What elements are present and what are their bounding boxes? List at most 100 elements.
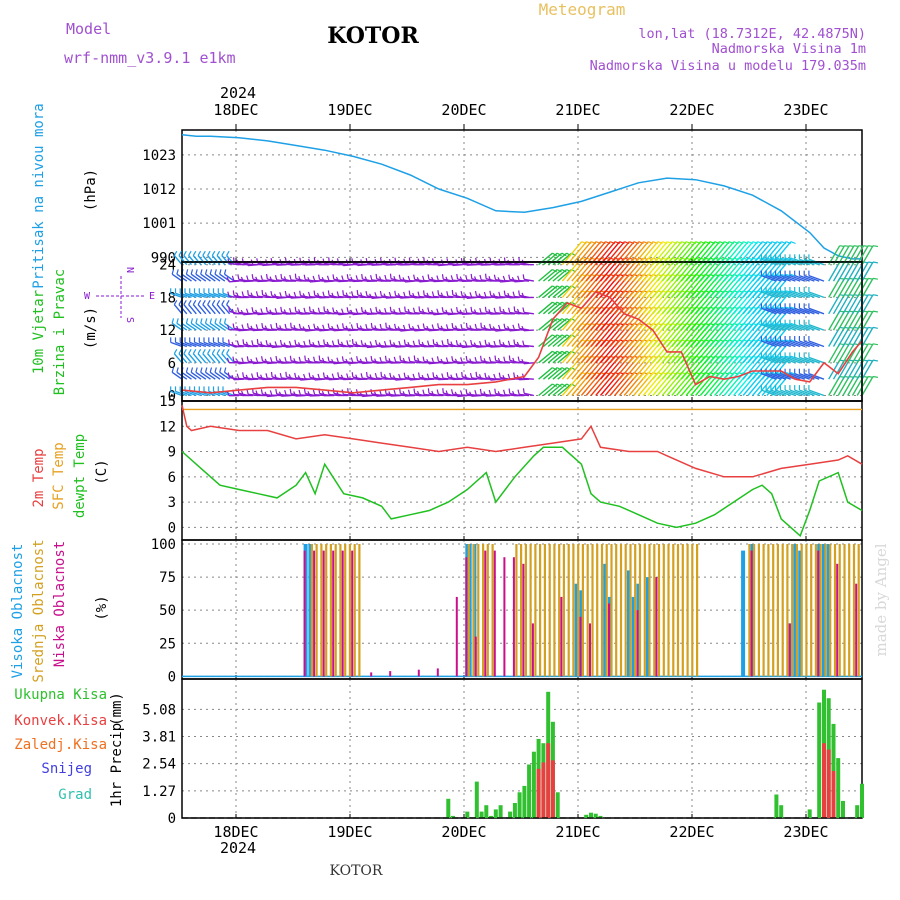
wind-barb-flag [289,388,292,394]
wind-barb-flag [279,372,282,379]
cloud-bar [798,550,803,677]
y-tick-label: 0 [168,389,176,405]
wind-barb [837,327,850,347]
wind-barb [438,279,449,282]
bottom-day-label: 19DEC [327,823,372,841]
wind-barb-flag [312,389,316,395]
wind-barb-flag [273,293,278,299]
wind-barb-flag [499,306,501,312]
wind-barb [847,376,860,396]
cloud-bar [389,671,392,677]
precip-bar [489,815,494,818]
wind-barb [214,371,226,380]
panel-precip: 0 1.27 2.54 3.81 5.08 [142,678,863,827]
wind-barb [547,350,563,364]
wind-barb [243,295,254,299]
wind-barb-flag [407,275,411,281]
wind-barb [481,345,492,348]
wind-barb-flag [195,367,198,373]
wind-barb [847,327,860,347]
wind-barb-flag [365,290,368,297]
wind-barb-flag [561,268,567,273]
wind-barb [642,241,664,266]
top-day-label: 20DEC [441,101,486,119]
bottom-day-label: 22DEC [669,823,714,841]
cloud-bar [857,544,860,677]
wind-barb-flag [255,291,259,297]
wind-barb-flag [413,388,416,394]
wind-barb [209,273,221,282]
wind-barb-flag [451,356,454,362]
wind-barb-flag [385,322,387,328]
wind-barb-flag [872,343,879,346]
wind-barb [837,343,850,364]
wind-barb-flag [497,277,501,283]
wind-barb-flag [511,276,515,283]
wind-barb-flag [473,309,477,315]
wind-barb-flag [260,308,263,314]
wind-barb [481,279,492,282]
wind-barb [557,350,572,364]
compass-east: E [149,291,155,302]
wind-barb-flag [465,275,468,281]
wind-barb-flag [436,389,439,395]
wind-barb-flag [200,269,203,275]
wind-barb [837,359,850,380]
wind-barb-flag [459,276,463,282]
wind-barb [614,241,635,266]
wind-barb-flag [232,323,235,329]
wind-barb-flag [474,356,477,363]
wind-barb-flag [178,349,183,354]
wind-barb-flag [460,324,463,330]
wind-barb-flag [456,273,459,280]
wind-barb [319,278,330,282]
wind-barb-flag [483,391,487,397]
wind-barb [190,322,202,331]
wind-barb [500,263,511,266]
wind-barb-flag [450,341,454,347]
precip-bar [598,815,603,818]
wind-barb-flag [223,367,227,373]
wind-barb [183,353,193,364]
wind-barb [238,311,249,315]
wind-barb [252,344,263,348]
wind-barb-flag [493,274,497,280]
wind-barb [314,394,325,397]
wind-barb [780,340,796,348]
wind-barb-flag [246,389,249,395]
wind-barb [170,292,183,299]
wind-barb [171,371,183,380]
wind-barb [366,328,378,331]
wind-barb [175,390,188,397]
wind-barb-flag [436,308,439,314]
wind-barb [262,393,273,397]
wind-barb [842,359,855,380]
wind-barb [209,371,221,380]
wind-barb-flag [469,391,473,397]
wind-barb-flag [298,389,301,396]
pressure-unit-label: (hPa) [83,169,99,211]
wind-barb [276,279,287,282]
top-day-label: 22DEC [669,101,714,119]
cloud-bar [855,583,858,677]
wind-barb-flag [552,383,558,388]
cloud-bar [332,550,335,677]
wind-barb-flag [498,291,501,297]
wind-barb [519,393,530,397]
cloud-bar [558,544,561,677]
wind-barb [808,356,825,364]
wind-barb [828,261,841,282]
y-tick-label: 0 [168,669,176,685]
wind-barbs [170,241,879,398]
wind-barb [523,329,534,332]
wind-barb-flag [426,325,430,331]
wind-barb-flag [299,290,302,296]
wind-barb-flag [488,389,492,396]
wind-barb-flag [561,252,567,257]
cloud-bar [524,544,527,677]
wind-barb-flag [484,306,487,312]
wind-barb-flag [242,339,245,345]
wind-barb [214,322,226,331]
wind-barb [547,383,563,397]
wind-barb [775,389,791,397]
